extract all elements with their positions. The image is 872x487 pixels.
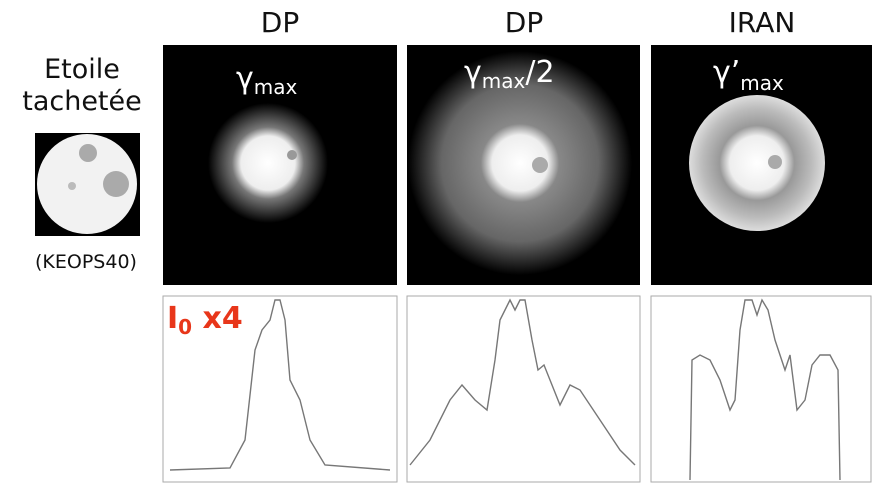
phantom-label: (KEOPS40) [35, 251, 137, 273]
gamma-suffix: /2 [525, 55, 554, 90]
profile-panel [162, 295, 398, 483]
gamma-sub: max [482, 69, 526, 93]
annotation-sub: 0 [178, 315, 192, 339]
column-header: DP [505, 6, 543, 39]
image-blob [408, 51, 632, 275]
image-blob [208, 103, 328, 223]
gamma-label: γ’max [713, 55, 784, 95]
profile-curve [689, 298, 841, 481]
gamma-symbol: γ [464, 55, 482, 90]
image-disc [689, 95, 825, 231]
phantom-spot [103, 171, 129, 197]
phantom-disc [37, 134, 137, 234]
gamma-sub: max [740, 71, 784, 95]
annotation-suffix: x4 [192, 301, 243, 336]
annotation: I0 x4 [167, 301, 243, 339]
profile-panel [650, 295, 872, 483]
profile-curve [169, 299, 391, 471]
gamma-sub: max [254, 75, 298, 99]
image-spot [768, 155, 782, 169]
annotation-text: I [167, 301, 178, 336]
phantom-title-1: Etoile [44, 54, 120, 85]
column-header: DP [261, 6, 299, 39]
gamma-symbol: γ’ [713, 55, 740, 90]
phantom-title-2: tachetée [22, 86, 142, 117]
column-header: IRAN [729, 6, 796, 39]
gamma-label: γmax [236, 61, 298, 99]
image-spot [287, 150, 297, 160]
profile-panel [406, 295, 641, 483]
profile-curve [409, 298, 636, 466]
gamma-symbol: γ [236, 61, 254, 96]
image-spot [532, 157, 548, 173]
gamma-label: γmax/2 [464, 55, 555, 93]
phantom-spot [68, 182, 76, 190]
phantom-spot [79, 144, 97, 162]
